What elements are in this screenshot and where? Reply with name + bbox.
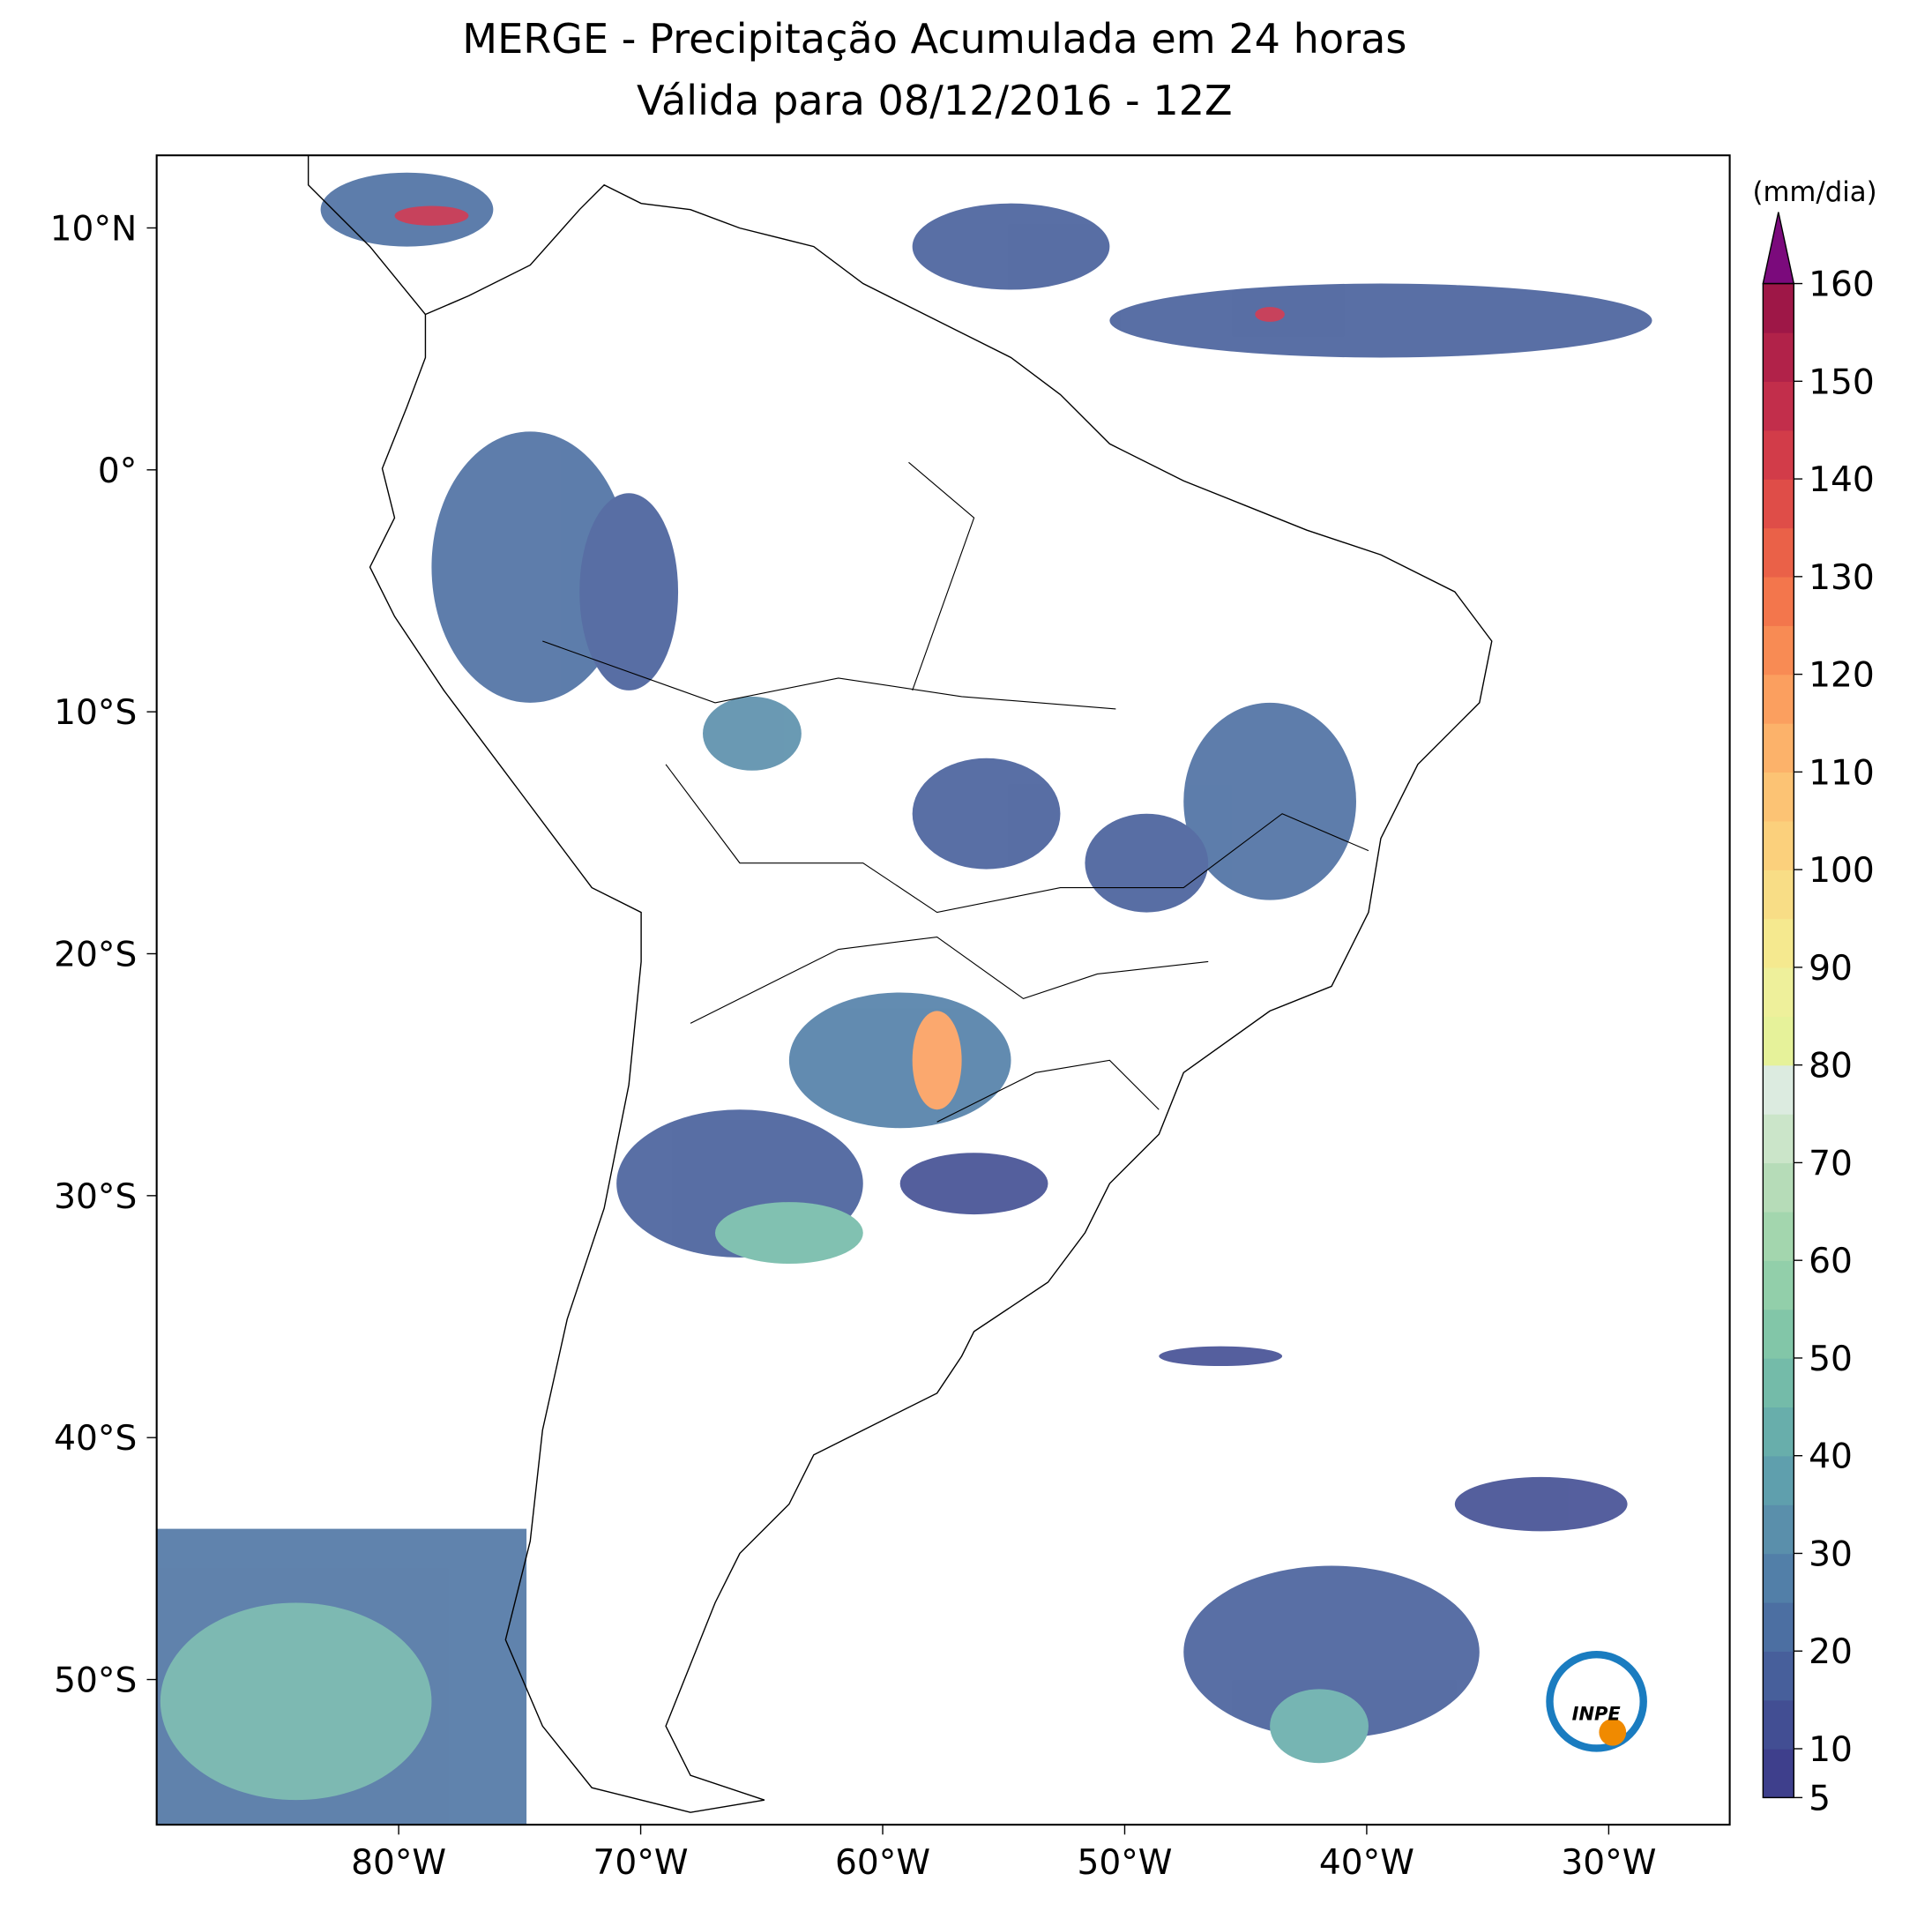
colorbar-band — [1763, 772, 1794, 822]
colorbar-tick-label: 150 — [1809, 362, 1875, 402]
colorbar-tick-label: 100 — [1809, 851, 1875, 891]
rain-area — [899, 1153, 1048, 1215]
colorbar-tick-label: 50 — [1809, 1340, 1853, 1379]
x-tick-label: 30°W — [1561, 1843, 1656, 1883]
rain-area — [1454, 1476, 1628, 1532]
colorbar-tick-label: 5 — [1809, 1779, 1831, 1818]
colorbar-band — [1763, 1699, 1794, 1750]
logo-ring — [1546, 1651, 1647, 1752]
x-tick-label: 40°W — [1319, 1843, 1414, 1883]
colorbar-band — [1763, 1357, 1794, 1408]
rain-area — [1270, 1689, 1369, 1764]
colorbar-band — [1763, 381, 1794, 431]
colorbar-tick-label: 90 — [1809, 949, 1853, 989]
colorbar-tick-label: 70 — [1809, 1144, 1853, 1183]
colorbar-band — [1763, 1601, 1794, 1652]
subtitle: Válida para 08/12/2016 - 12Z — [637, 77, 1233, 124]
rain-area — [912, 203, 1110, 290]
x-tick-label: 70°W — [593, 1843, 689, 1883]
colorbar-band — [1763, 1114, 1794, 1164]
colorbar-band — [1763, 870, 1794, 920]
colorbar-band — [1763, 1504, 1794, 1555]
axes: 80°W 70°W 60°W 50°W 40°W 30°W 10°N 0° 10°S 20°S 30… — [50, 209, 1875, 1883]
y-tick-label: 10°N — [50, 209, 138, 249]
coastline — [307, 155, 426, 315]
rain-area — [1183, 702, 1356, 900]
logo-text: INPE — [1572, 1703, 1622, 1724]
logo-dot — [1599, 1718, 1627, 1746]
colorbar-band — [1763, 1407, 1794, 1457]
rain-area — [1159, 1346, 1283, 1367]
rain-area — [431, 431, 630, 703]
colorbar-band — [1763, 1455, 1794, 1505]
colorbar-band — [1763, 332, 1794, 383]
colorbar-band — [1763, 1064, 1794, 1115]
rain-area — [1085, 813, 1209, 913]
y-tick-label: 50°S — [54, 1661, 137, 1701]
colorbar-frame — [1762, 282, 1794, 1799]
colorbar-band — [1763, 1553, 1794, 1603]
colorbar-band — [1763, 527, 1794, 578]
colorbar-band — [1763, 283, 1794, 333]
colorbar-band — [1763, 674, 1794, 724]
rain-area — [912, 1011, 962, 1110]
rain-area — [703, 696, 802, 771]
colorbar-tick-label: 20 — [1809, 1632, 1853, 1672]
rain-area — [160, 1602, 432, 1801]
x-tick-label: 80°W — [351, 1843, 446, 1883]
colorbar-band — [1763, 1016, 1794, 1066]
rain-area — [1183, 1565, 1480, 1739]
colorbar-tick-label: 110 — [1809, 753, 1875, 793]
colorbar-band — [1763, 576, 1794, 626]
rain-area — [579, 493, 679, 690]
colorbar-band — [1763, 1748, 1794, 1799]
y-tick-label: 20°S — [54, 935, 137, 974]
colorbar-band — [1763, 1260, 1794, 1310]
colorbar-tick-label: 80 — [1809, 1047, 1853, 1086]
colorbar-tick-label: 160 — [1809, 265, 1875, 305]
rain-area — [1255, 307, 1285, 322]
map: INPE — [155, 154, 1731, 1826]
colorbar-band — [1763, 1651, 1794, 1701]
colorbar-band — [1763, 1309, 1794, 1359]
y-tick-label: 30°S — [54, 1177, 137, 1217]
rain-area — [788, 992, 1011, 1129]
rain-area — [714, 1202, 863, 1265]
colorbar-band — [1763, 479, 1794, 529]
colorbar-band — [1763, 429, 1794, 480]
colorbar-band — [1763, 820, 1794, 870]
rain-area — [394, 205, 469, 226]
colorbar-band — [1763, 722, 1794, 773]
colorbar-band — [1763, 1162, 1794, 1213]
colorbar-tick-label: 60 — [1809, 1242, 1853, 1281]
colorbar-tick-label: 140 — [1809, 460, 1875, 500]
map-frame — [155, 154, 1731, 1826]
coastline — [369, 183, 1493, 1813]
rain-area — [912, 758, 1061, 870]
colorbar-tick-label: 10 — [1809, 1730, 1853, 1770]
colorbar-tick-label: 40 — [1809, 1437, 1853, 1477]
y-tick-label: 40°S — [54, 1419, 137, 1459]
colorbar-band — [1763, 967, 1794, 1017]
colorbar-band — [1763, 1211, 1794, 1261]
colorbar-tick-label: 130 — [1809, 558, 1875, 598]
colorbar-band — [1763, 625, 1794, 676]
title: MERGE - Precipitação Acumulada em 24 hor… — [462, 15, 1406, 63]
x-tick-label: 60°W — [835, 1843, 930, 1883]
colorbar-label: (mm/dia) — [1752, 176, 1876, 208]
y-tick-label: 10°S — [54, 693, 137, 733]
colorbar-band — [1763, 918, 1794, 968]
y-tick-label: 0° — [98, 452, 137, 491]
colorbar-tick-label: 120 — [1809, 656, 1875, 696]
colorbar-tick-label: 30 — [1809, 1534, 1853, 1574]
colorbar-extend — [1762, 212, 1795, 285]
borders — [542, 461, 1369, 1123]
rain-area — [1109, 283, 1652, 358]
x-tick-label: 50°W — [1077, 1843, 1172, 1883]
precipitation — [156, 172, 1652, 1825]
